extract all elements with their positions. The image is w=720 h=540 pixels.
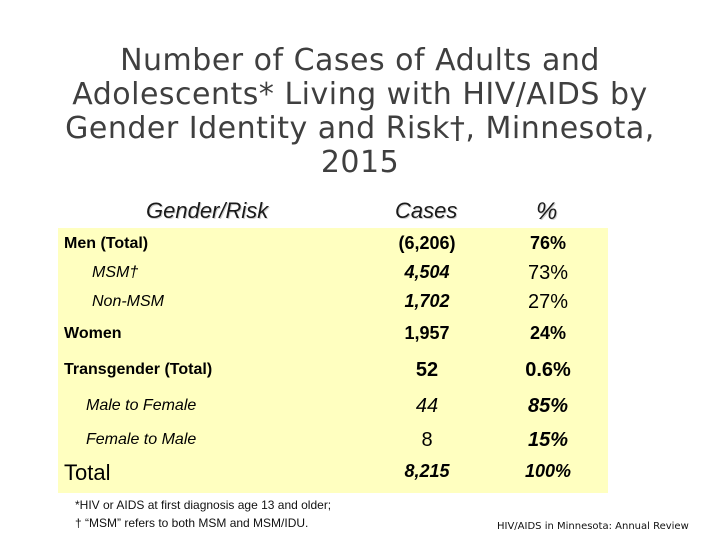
row-pct: 15% [527,429,569,451]
row-pct: 27% [527,291,569,313]
header-gender-risk: Gender/Risk [146,198,269,223]
title-line-4: 2015 [320,145,400,180]
table-background [58,228,608,493]
row-cases: 8,215 [404,461,450,481]
title-line-2: Adolescents* Living with HIV/AIDS by [72,77,648,112]
row-cases: 8 [421,429,433,451]
row-label: Male to Female [86,397,197,414]
table-row: Non-MSM 1,702 27% [0,290,720,320]
table-row: Male to Female 44 85% [0,394,720,424]
row-cases: 52 [415,359,439,381]
row-cases: 1,957 [404,323,450,343]
title-line-3: Gender Identity and Risk†, Minnesota, [65,111,655,146]
title-line-1: Number of Cases of Adults and [120,43,600,78]
row-pct: 85% [527,395,569,417]
row-label: Non-MSM [92,293,165,310]
row-label: Men (Total) [64,235,149,252]
page-title: Number of Cases of Adults and Adolescent… [20,44,700,180]
table-row: MSM† 4,504 73% [0,261,720,291]
row-pct: 0.6% [525,359,571,381]
header-percent: % [536,198,558,225]
table-row: Men (Total) (6,206) 76% [0,232,720,262]
row-pct: 73% [527,262,569,284]
row-cases: 1,702 [404,291,450,311]
row-cases: 4,504 [404,262,450,282]
row-label: MSM† [92,264,139,281]
row-pct: 100% [524,461,572,481]
row-label: Transgender (Total) [64,361,213,378]
footnote-msm: † “MSM” refers to both MSM and MSM/IDU. [75,516,309,530]
table-row: Female to Male 8 15% [0,428,720,458]
header-cases: Cases [395,198,458,223]
table-row: Transgender (Total) 52 0.6% [0,358,720,388]
row-label: Women [64,325,122,342]
row-label: Female to Male [86,431,197,448]
row-pct: 24% [529,323,567,343]
table-row: Women 1,957 24% [0,322,720,352]
source-note: HIV/AIDS in Minnesota: Annual Review [497,521,689,532]
row-label: Total [64,460,111,485]
row-pct: 76% [529,233,567,253]
table-row-total: Total 8,215 100% [0,460,720,490]
footnote-age: *HIV or AIDS at first diagnosis age 13 a… [75,498,332,512]
row-cases: 44 [415,395,439,417]
row-cases: (6,206) [398,233,456,253]
